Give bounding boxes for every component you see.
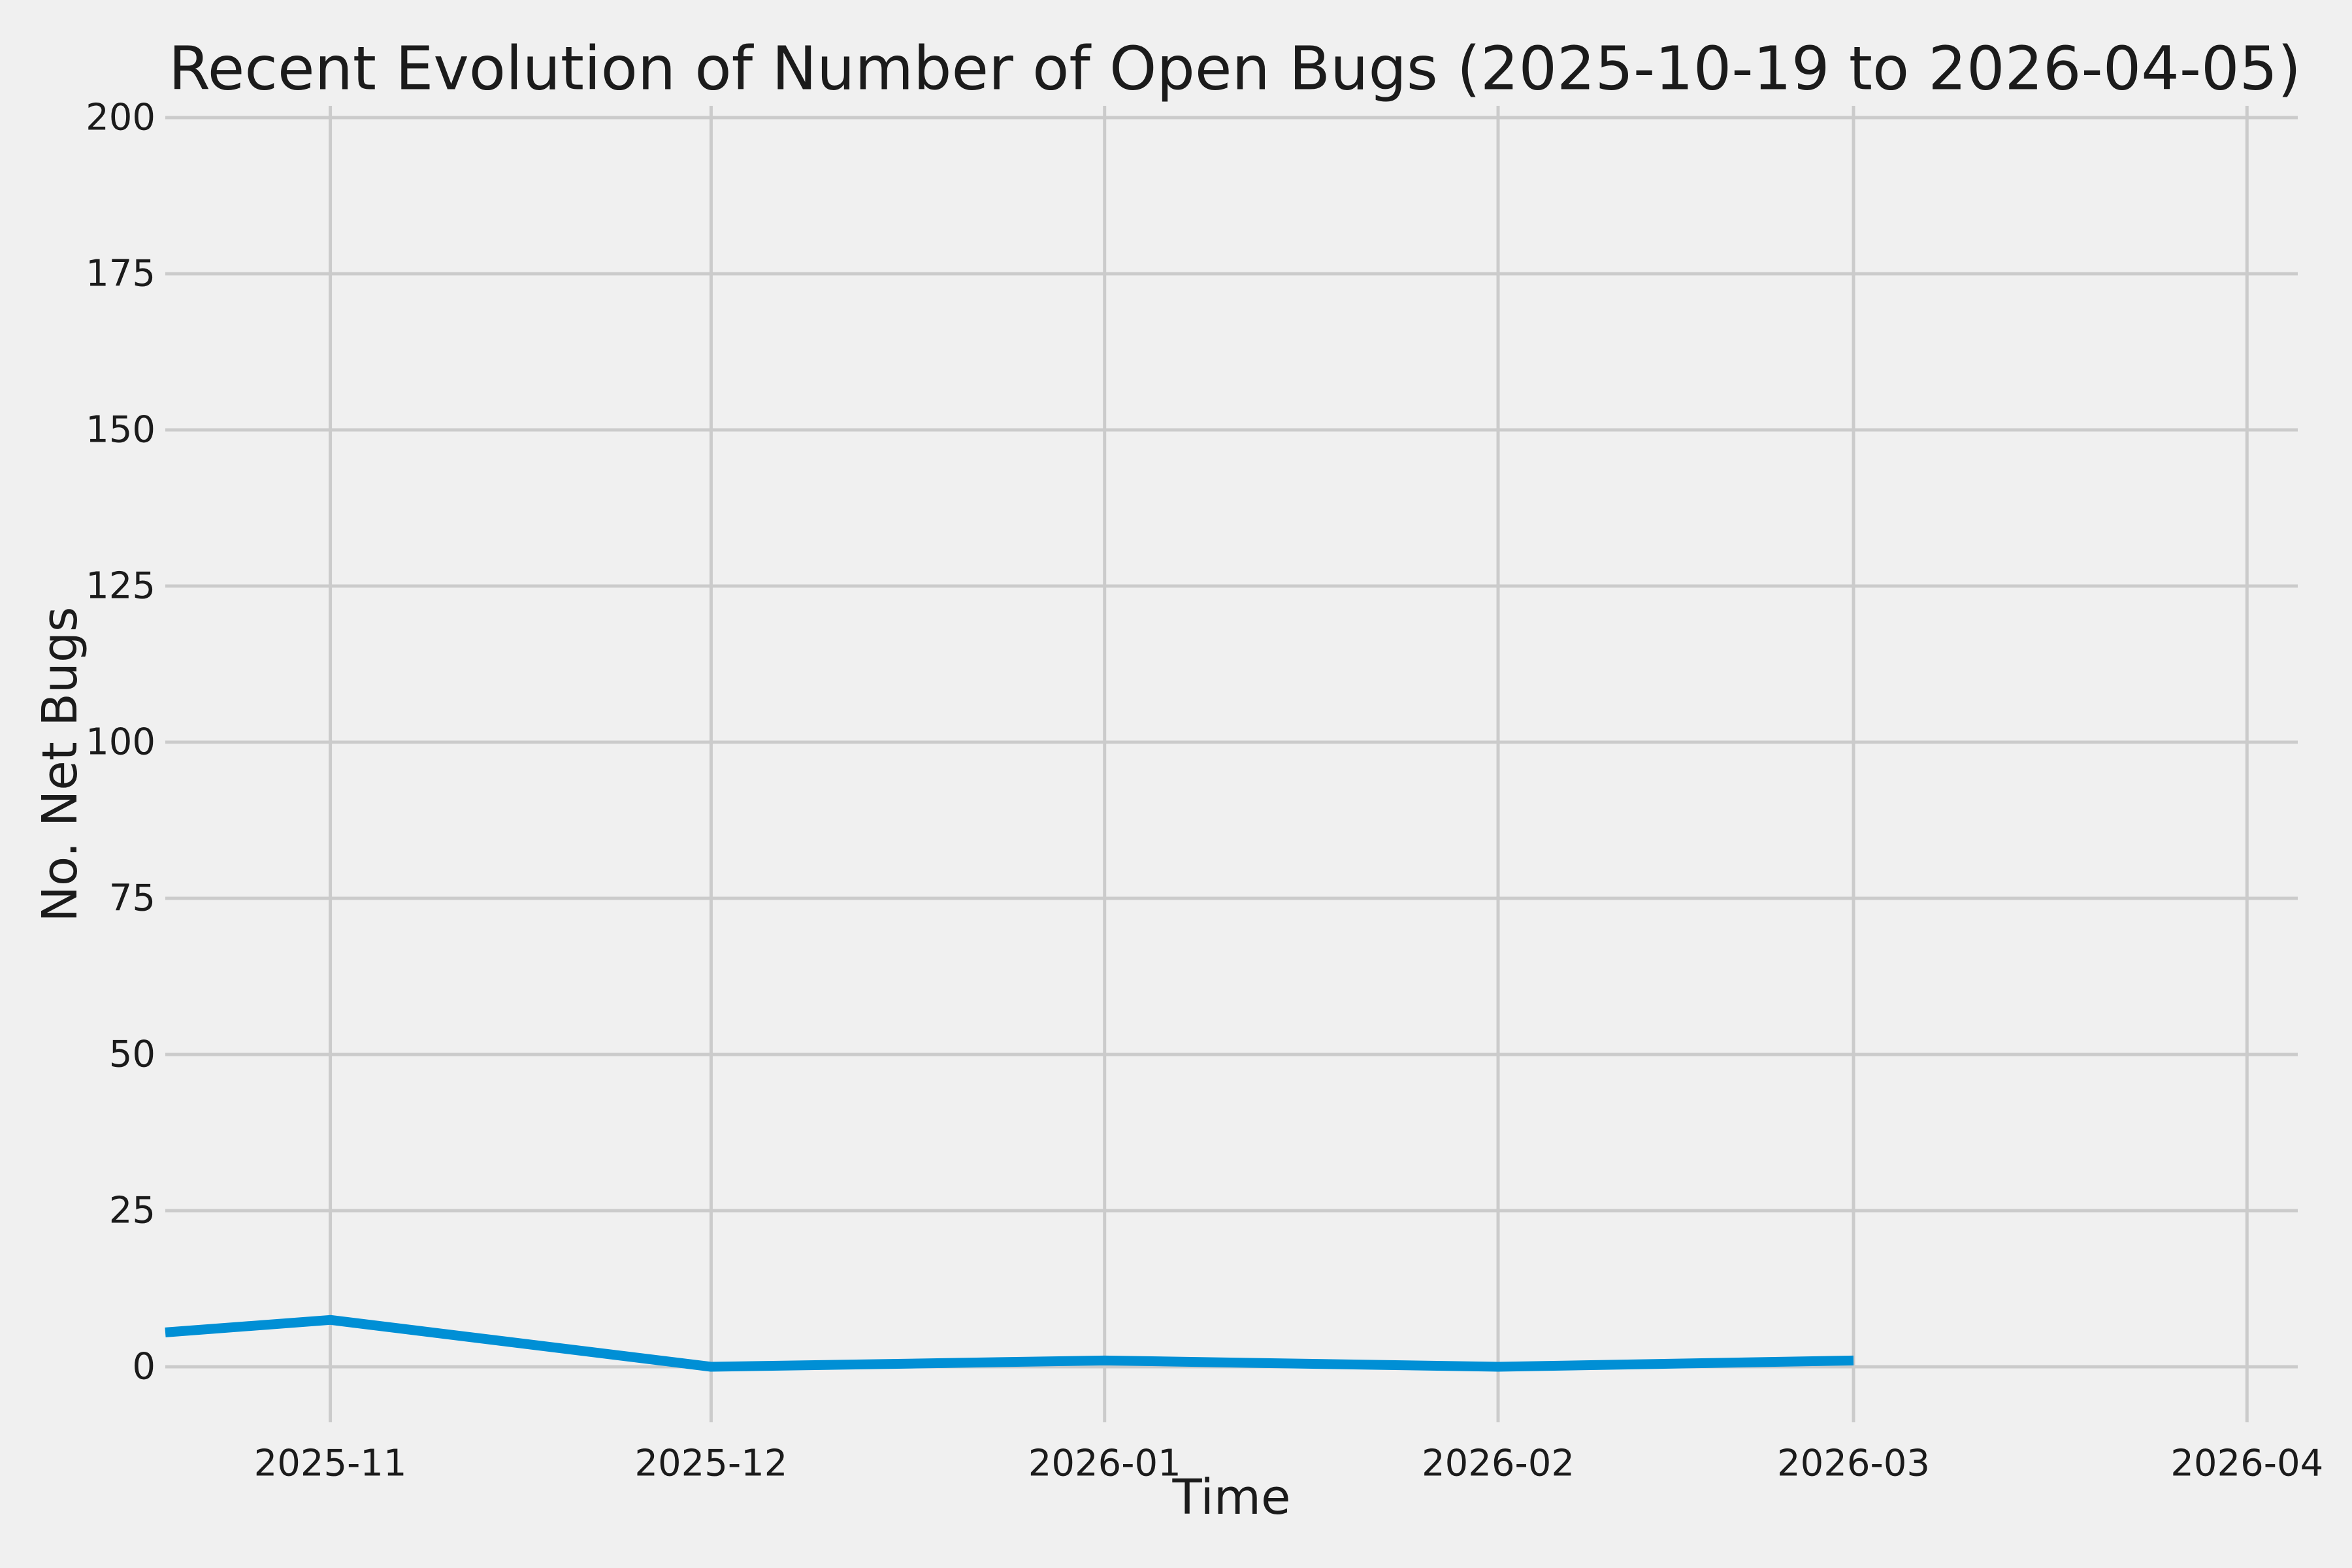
chart-title: Recent Evolution of Number of Open Bugs … xyxy=(169,34,2301,104)
y-tick-label: 175 xyxy=(86,253,155,295)
y-tick-label: 0 xyxy=(132,1346,155,1388)
x-tick-label: 2025-12 xyxy=(634,1443,787,1485)
y-tick-labels: 0 25 50 75 100 125 150 175 200 xyxy=(86,97,155,1388)
y-tick-label: 50 xyxy=(109,1034,155,1076)
y-tick-label: 200 xyxy=(86,97,155,139)
y-axis-label: No. Net Bugs xyxy=(32,607,88,923)
x-tick-label: 2025-11 xyxy=(254,1443,407,1485)
x-tick-label: 2026-02 xyxy=(1422,1443,1575,1485)
y-tick-label: 75 xyxy=(109,877,155,920)
x-tick-label: 2026-01 xyxy=(1028,1443,1181,1485)
x-axis-label: Time xyxy=(1171,1469,1290,1526)
x-tick-label: 2026-03 xyxy=(1777,1443,1930,1485)
y-tick-label: 150 xyxy=(86,409,155,451)
x-tick-labels: 2025-11 2025-12 2026-01 2026-02 2026-03 2026-… xyxy=(254,1443,2324,1485)
x-tick-label: 2026-04 xyxy=(2170,1443,2323,1485)
y-tick-label: 125 xyxy=(86,565,155,608)
open-bugs-line xyxy=(165,1315,1854,1372)
y-tick-label: 100 xyxy=(86,721,155,764)
y-tick-label: 25 xyxy=(109,1190,155,1232)
gridlines xyxy=(165,106,2298,1422)
